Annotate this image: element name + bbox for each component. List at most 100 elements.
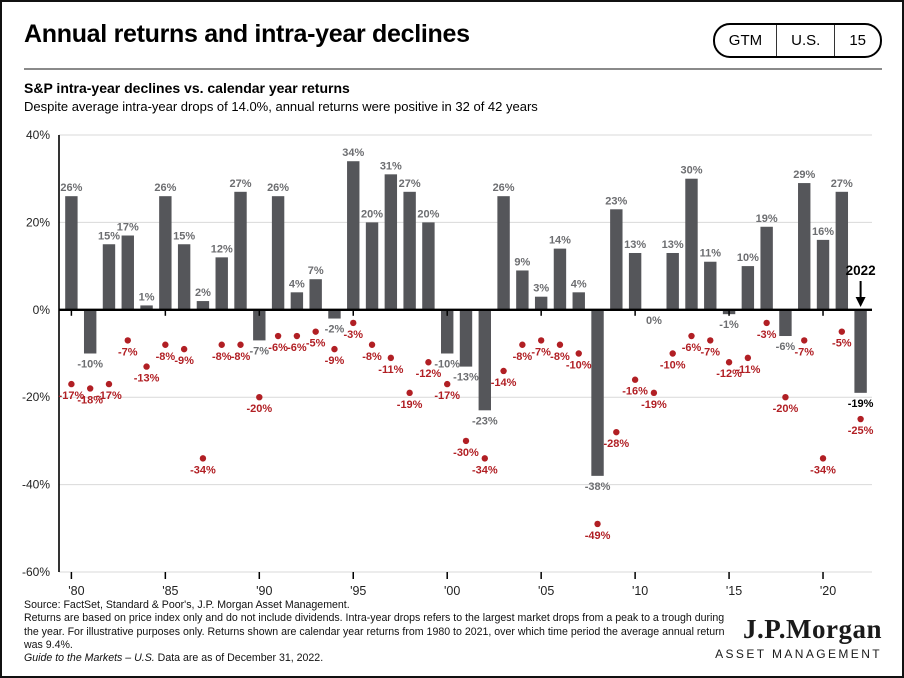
bar-2004 — [516, 270, 529, 310]
bar-1995 — [347, 161, 360, 310]
decline-dot-1991 — [274, 332, 282, 340]
y-axis-label: -60% — [22, 565, 50, 579]
decline-label-1996: -8% — [362, 351, 382, 363]
bar-label-2011: 0% — [646, 315, 662, 327]
bar-2017 — [760, 226, 773, 310]
bar-label-1998: 27% — [399, 178, 421, 190]
decline-label-1989: -8% — [231, 351, 251, 363]
decline-dot-2019 — [801, 337, 808, 344]
as-of-date: Data are as of December 31, 2022. — [157, 652, 324, 665]
asset-management-label: ASSET MANAGEMENT — [715, 647, 882, 661]
bar-label-2000: -10% — [434, 359, 460, 371]
bar-label-2003: 26% — [493, 182, 515, 194]
bar-1982 — [102, 244, 116, 310]
decline-label-1994: -9% — [325, 355, 345, 367]
y-axis-label: -40% — [22, 478, 50, 492]
decline-dot-1982 — [105, 380, 113, 388]
decline-dot-1981 — [86, 385, 94, 392]
bar-2006 — [553, 248, 567, 310]
decline-dot-1992 — [293, 332, 301, 340]
y-axis-label: 0% — [33, 303, 51, 317]
x-axis-label: '90 — [256, 584, 272, 598]
bar-1994 — [328, 309, 341, 319]
decline-dot-2018 — [782, 394, 789, 401]
decline-label-1986: -9% — [174, 355, 194, 367]
x-axis-label: '20 — [820, 584, 836, 598]
decline-label-1991: -6% — [268, 342, 288, 354]
bar-label-2009: 23% — [605, 195, 627, 207]
bar-label-1995: 34% — [342, 147, 364, 159]
bar-1987 — [196, 301, 210, 310]
decline-label-2000: -17% — [434, 390, 460, 402]
decline-label-2019: -7% — [794, 346, 814, 358]
bar-2012 — [666, 252, 679, 310]
bar-label-1999: 20% — [417, 208, 439, 220]
decline-dot-1997 — [387, 354, 395, 362]
x-axis-label: '85 — [162, 584, 178, 598]
bar-1985 — [159, 196, 172, 310]
bar-label-2013: 30% — [680, 165, 702, 177]
bar-label-2004: 9% — [514, 256, 530, 268]
jpmorgan-logo: J.P.Morgan ASSET MANAGEMENT — [715, 614, 882, 661]
decline-label-2006: -8% — [550, 351, 570, 363]
header-divider — [24, 68, 882, 70]
bar-label-1983: 17% — [117, 222, 139, 234]
decline-label-1998: -19% — [397, 399, 423, 411]
bar-1986 — [177, 244, 191, 310]
bar-1989 — [234, 191, 247, 310]
bar-label-2007: 4% — [571, 278, 587, 290]
bar-label-2012: 13% — [662, 239, 684, 251]
bar-1984 — [140, 305, 153, 310]
bar-label-1987: 2% — [195, 287, 211, 299]
footnotes: Source: FactSet, Standard & Poor's, J.P.… — [24, 599, 732, 666]
decline-label-2020: -34% — [810, 464, 836, 476]
decline-label-1981: -18% — [77, 394, 103, 406]
bar-2003 — [497, 196, 510, 310]
decline-label-1982: -17% — [96, 390, 122, 402]
bar-1998 — [403, 191, 416, 310]
gtm-label: GTM — [728, 32, 763, 49]
decline-dot-2007 — [575, 350, 582, 357]
bar-label-1985: 26% — [154, 182, 176, 194]
bar-1991 — [271, 196, 285, 310]
decline-dot-2002 — [481, 455, 488, 462]
bar-label-1980: 26% — [60, 182, 82, 194]
chart-subtitle: Despite average intra-year drops of 14.0… — [24, 99, 538, 114]
bar-label-2010: 13% — [624, 239, 646, 251]
decline-dot-1983 — [124, 337, 131, 344]
bar-2008 — [591, 309, 604, 476]
y-axis-label: -20% — [22, 390, 50, 404]
bar-label-2016: 10% — [737, 252, 759, 264]
decline-label-2010: -16% — [622, 386, 648, 398]
decline-label-1992: -6% — [287, 342, 307, 354]
bar-2001 — [459, 309, 473, 367]
x-axis-label: '80 — [68, 584, 84, 598]
decline-dot-2015 — [725, 359, 733, 366]
decline-label-1999: -12% — [416, 368, 442, 380]
bar-label-1989: 27% — [229, 178, 251, 190]
bar-2009 — [610, 209, 623, 310]
decline-dot-1985 — [162, 341, 169, 348]
bar-2013 — [685, 178, 698, 310]
decline-label-2012: -10% — [660, 360, 686, 372]
bar-label-2005: 3% — [533, 283, 549, 295]
bar-1999 — [422, 222, 435, 310]
bar-2022 — [854, 309, 867, 393]
decline-dot-1999 — [425, 359, 432, 366]
bar-label-2017: 19% — [756, 213, 778, 225]
decline-dot-2010 — [631, 376, 639, 383]
decline-label-1990: -20% — [246, 403, 272, 415]
bar-label-1986: 15% — [173, 230, 195, 242]
decline-dot-2009 — [613, 428, 620, 436]
bar-label-2006: 14% — [549, 235, 571, 247]
y-axis-label: 40% — [26, 128, 50, 142]
bar-2014 — [704, 261, 717, 310]
decline-label-2009: -28% — [603, 438, 629, 450]
decline-dot-2011 — [650, 389, 658, 397]
bar-label-1996: 20% — [361, 208, 383, 220]
gtm-reference: Guide to the Markets – U.S. — [24, 652, 155, 665]
source-line: Source: FactSet, Standard & Poor's, J.P.… — [24, 599, 350, 611]
page-number: 15 — [834, 25, 880, 56]
decline-dot-2006 — [556, 341, 564, 348]
decline-label-2022: -25% — [848, 425, 874, 437]
